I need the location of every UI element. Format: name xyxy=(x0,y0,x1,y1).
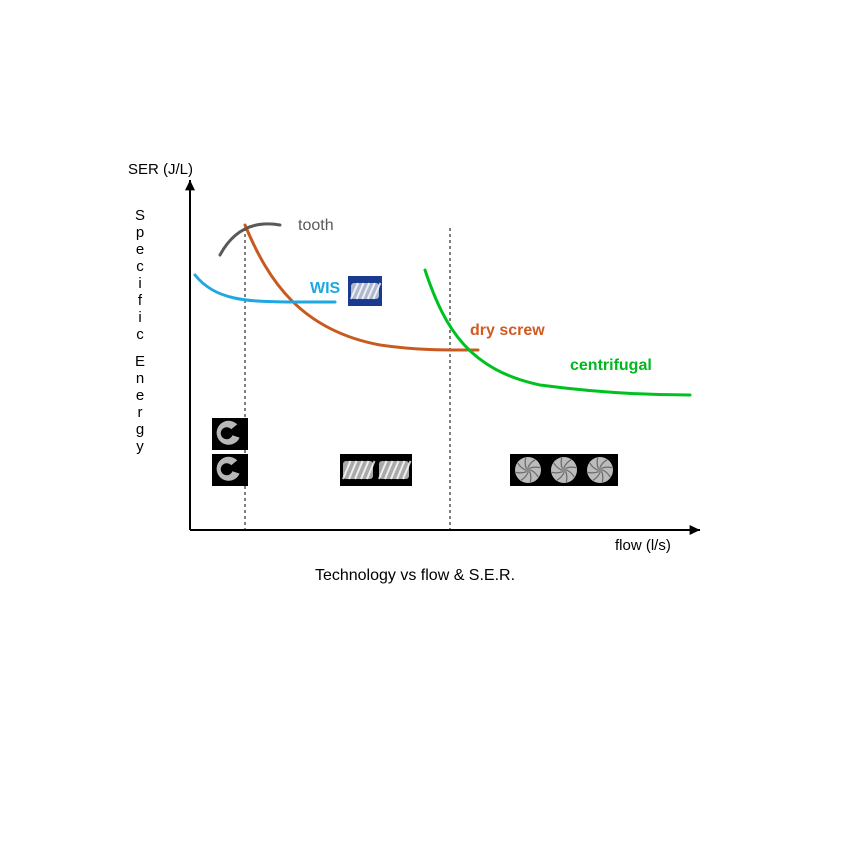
y-side-letter: y xyxy=(136,438,144,455)
chart-title: Technology vs flow & S.E.R. xyxy=(315,567,515,584)
y-side-letter: c xyxy=(136,258,144,275)
impeller-icon xyxy=(546,454,582,486)
y-side-letter: E xyxy=(135,353,145,370)
screw-icon xyxy=(376,454,412,486)
y-side-letter: e xyxy=(136,241,144,258)
y-side-letter: r xyxy=(138,404,143,421)
y-side-letter: g xyxy=(136,421,144,438)
y-side-letter: i xyxy=(138,309,141,326)
wis-label: WIS xyxy=(310,280,341,297)
y-side-letter: e xyxy=(136,387,144,404)
tooth-rotor-icon xyxy=(212,454,248,486)
y-side-letter: S xyxy=(135,207,145,224)
y-side-letter: i xyxy=(138,275,141,292)
dry_screw-label: dry screw xyxy=(470,322,545,339)
impeller-icon xyxy=(510,454,546,486)
screw-icon xyxy=(340,454,376,486)
wis-thumb-icon xyxy=(348,276,382,306)
tooth-rotor-icon xyxy=(212,418,248,450)
tooth-label: tooth xyxy=(298,217,334,234)
impeller-icon xyxy=(582,454,618,486)
centrifugal-label: centrifugal xyxy=(570,357,652,374)
chart-container: tooth WIS dry screw centrifugal SER (J/L) flo… xyxy=(0,0,850,850)
y-upper-label: SER (J/L) xyxy=(128,161,193,178)
x-axis-label: flow (l/s) xyxy=(615,537,671,554)
y-side-letter: n xyxy=(136,370,144,387)
y-side-letter: p xyxy=(136,224,144,241)
y-side-letter: c xyxy=(136,326,144,343)
